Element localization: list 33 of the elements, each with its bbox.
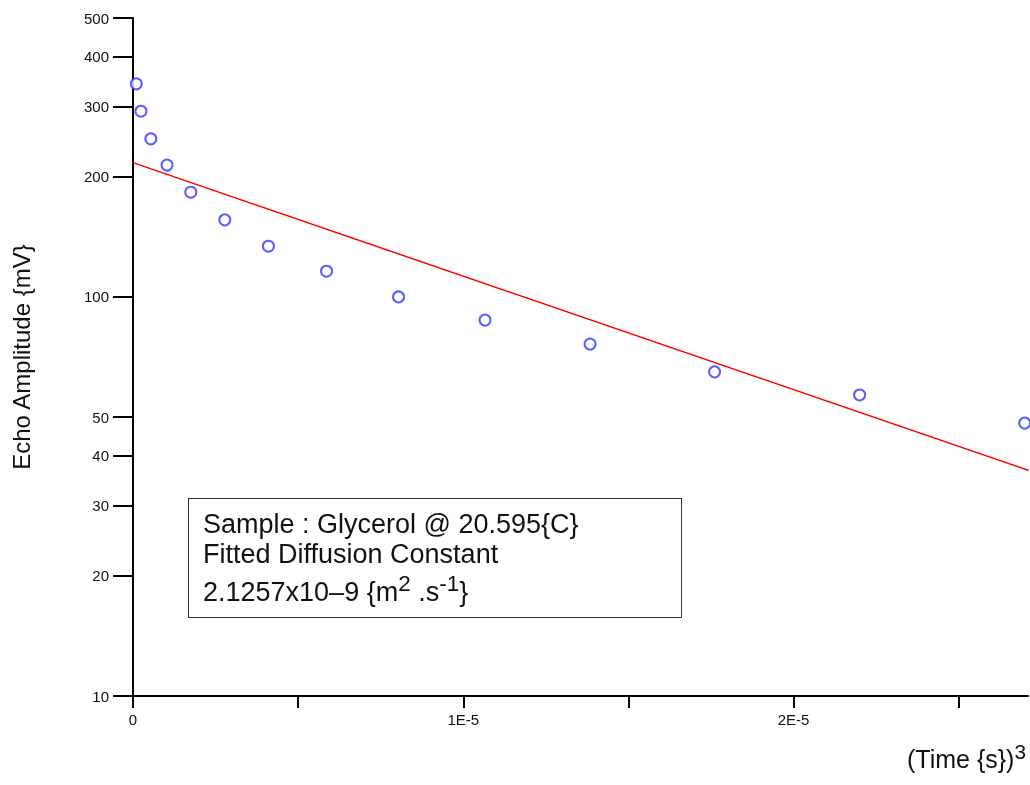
y-axis-title: Echo Amplitude {mV} xyxy=(7,244,35,470)
point xyxy=(392,290,406,304)
point xyxy=(1018,416,1030,430)
annotation: 2.1257x10–9 {m$^{2}$ .s$^{-1}$} xyxy=(203,570,470,607)
point xyxy=(218,213,232,227)
y-tick-label: 500 xyxy=(83,9,109,27)
point xyxy=(583,337,597,351)
y-tick-label: 10 xyxy=(92,687,109,705)
point xyxy=(144,132,158,146)
x-tick-label: 2E-5 xyxy=(777,711,810,728)
annotation: Sample : Glycerol @ 20.595{C} xyxy=(203,509,580,539)
y-tick-label: 400 xyxy=(83,48,109,66)
y-tick-label: 20 xyxy=(92,567,109,585)
y-tick-label: 200 xyxy=(83,168,109,186)
x-tick-label: 1E-5 xyxy=(447,711,480,728)
y-tick-label: 300 xyxy=(83,98,109,116)
point xyxy=(853,388,867,402)
x-axis-title: (Time {s})$^{3}$ xyxy=(906,740,1026,775)
y-tick-label: 30 xyxy=(92,497,109,515)
point xyxy=(134,104,148,118)
point xyxy=(184,185,198,199)
x-tick-label: 0 xyxy=(128,711,138,728)
y-tick-label: 50 xyxy=(92,408,109,426)
point xyxy=(320,264,334,278)
point xyxy=(261,239,275,253)
point xyxy=(129,77,143,91)
y-tick-label: 100 xyxy=(83,288,109,306)
annotation: Fitted Diffusion Constant xyxy=(203,539,500,569)
point xyxy=(708,365,722,379)
y-tick-label: 40 xyxy=(92,447,109,465)
point xyxy=(160,158,174,172)
note-box: Sample : Glycerol @ 20.595{C} Fitted Diffusion Constant 2.1257x10–9 {m$^{2}$ .s$^{-1}$} xyxy=(188,498,682,618)
point xyxy=(478,313,492,327)
